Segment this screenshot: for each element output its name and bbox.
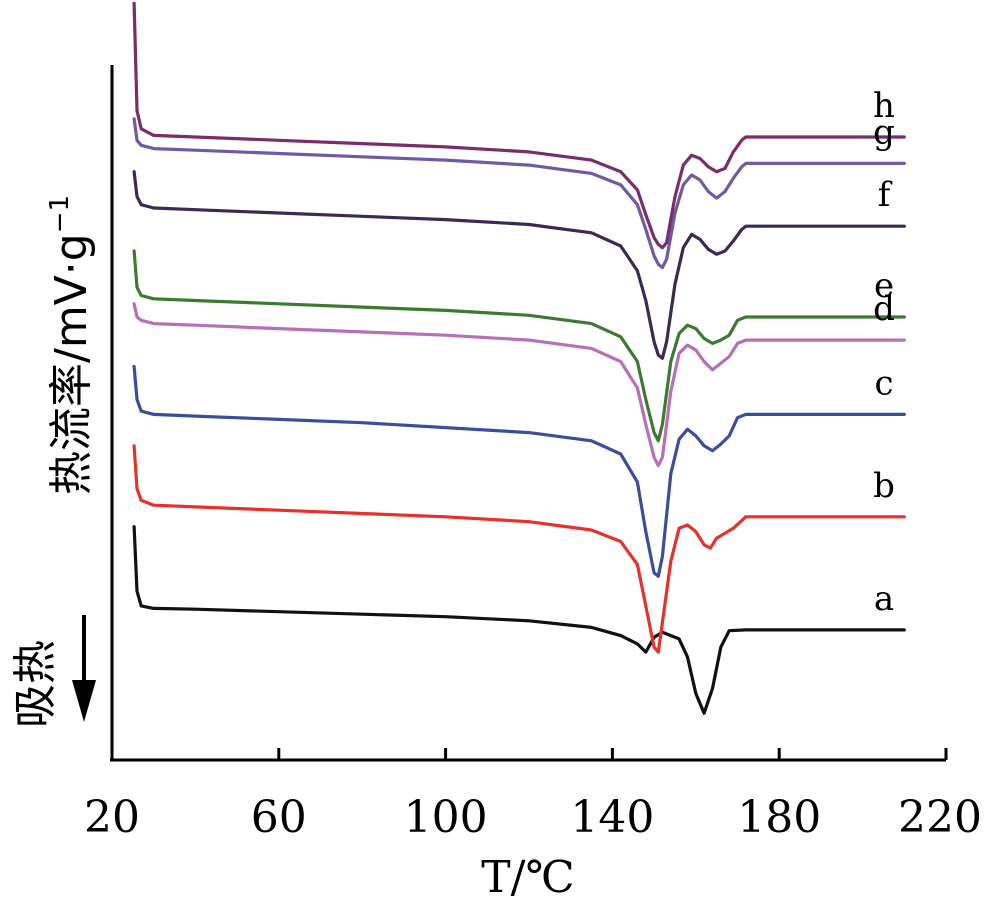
x-ticks <box>277 748 948 760</box>
curves <box>132 1 906 715</box>
x-axis-title: T/℃ <box>481 852 574 900</box>
y-axis-title-sup: −1 <box>45 195 75 233</box>
curve-label-e: e <box>874 266 894 306</box>
y-axis-title-main: 热流率/mV·g <box>46 233 97 495</box>
svg-text:热流率/mV·g−1: 热流率/mV·g−1 <box>45 195 97 495</box>
curve-label-h: h <box>873 86 895 126</box>
curve-label-b: b <box>873 466 895 506</box>
curve-e <box>132 249 906 443</box>
axes <box>110 65 946 762</box>
x-tick-label-180: 180 <box>737 792 821 843</box>
curve-b <box>132 444 906 654</box>
endotherm-label: 吸热 <box>10 640 61 728</box>
curve-a <box>132 525 906 715</box>
curve-d <box>132 302 906 468</box>
curve-g <box>132 117 906 270</box>
curve-label-f: f <box>878 175 893 215</box>
x-tick-labels: 20 60 100 140 180 220 <box>84 792 982 843</box>
x-tick-label-60: 60 <box>251 792 307 843</box>
curve-h <box>132 1 906 250</box>
x-tick-label-220: 220 <box>898 792 982 843</box>
x-tick-label-140: 140 <box>570 792 654 843</box>
x-tick-label-100: 100 <box>404 792 488 843</box>
y-axis-title: 热流率/mV·g−1 <box>45 195 97 495</box>
curve-c <box>132 364 906 578</box>
endotherm-indicator: 吸热 <box>10 640 61 728</box>
curve-label-a: a <box>874 579 894 619</box>
curve-label-c: c <box>874 363 893 403</box>
curve-label-g: g <box>873 112 895 152</box>
curve-labels: a b cde fgh <box>873 86 895 619</box>
x-tick-label-20: 20 <box>84 792 140 843</box>
curve-label-d: d <box>873 289 895 329</box>
down-arrow-icon <box>72 680 96 722</box>
curve-f <box>132 170 906 360</box>
